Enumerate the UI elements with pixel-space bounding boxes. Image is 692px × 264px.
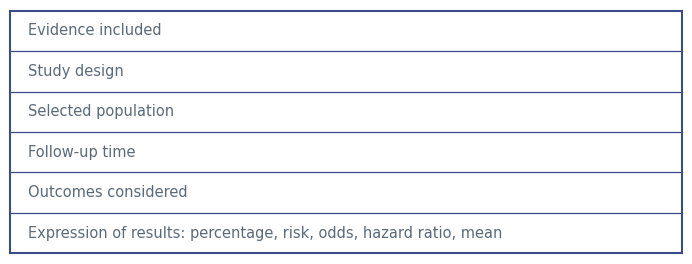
Text: Evidence included: Evidence included <box>28 23 161 38</box>
Text: Study design: Study design <box>28 64 123 79</box>
Text: Expression of results: percentage, risk, odds, hazard ratio, mean: Expression of results: percentage, risk,… <box>28 226 502 241</box>
Text: Follow-up time: Follow-up time <box>28 145 135 160</box>
Text: Selected population: Selected population <box>28 104 174 119</box>
Text: Outcomes considered: Outcomes considered <box>28 185 188 200</box>
